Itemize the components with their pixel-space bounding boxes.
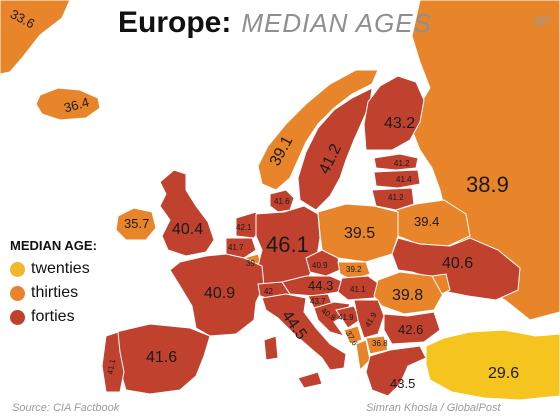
label-turkey: 29.6 [488, 365, 519, 382]
title-subtitle: MEDIAN AGES [241, 8, 432, 38]
label-uk: 40.4 [172, 221, 203, 238]
legend-swatch-forties [10, 309, 25, 325]
region-bulgaria [383, 311, 441, 345]
publisher-logo: gp [534, 10, 550, 26]
label-czechia: 40.9 [312, 261, 328, 270]
label-romania: 39.8 [392, 287, 423, 304]
region-macedonia [365, 335, 389, 355]
region-belarus [395, 199, 471, 247]
legend-label-twenties: twenties [31, 260, 90, 277]
region-serbia [353, 299, 385, 339]
label-bosnia: 41.9 [338, 313, 354, 322]
legend-item-twenties: twenties [10, 257, 97, 281]
region-iceland [35, 87, 101, 121]
author-credit: Simran Khosla / GlobalPost [366, 402, 501, 414]
label-austria: 44.3 [308, 278, 333, 293]
label-germany: 46.1 [266, 232, 309, 257]
label-finland: 43.2 [384, 115, 415, 132]
label-bulgaria: 42.6 [398, 322, 423, 337]
label-belgium: 41.7 [228, 243, 244, 252]
region-hungary [337, 275, 383, 301]
label-netherlands: 42.1 [236, 223, 252, 232]
region-france [169, 253, 265, 337]
region-greece [365, 345, 427, 397]
legend-label-forties: forties [31, 308, 75, 325]
label-portugal: 41.1 [106, 358, 118, 375]
title-main: Europe: [118, 6, 232, 39]
legend: MEDIAN AGE: twenties thirties forties [10, 238, 97, 329]
legend-title: MEDIAN AGE: [10, 238, 97, 253]
legend-label-thirties: thirties [31, 284, 79, 301]
label-slovakia: 39.2 [346, 265, 362, 274]
region-uk [159, 169, 215, 257]
legend-item-thirties: thirties [10, 281, 97, 305]
region-portugal [101, 331, 125, 393]
label-iceland: 36.4 [62, 94, 90, 115]
label-russia: 38.9 [466, 172, 509, 197]
region-finland [363, 75, 425, 151]
label-hungary: 41.1 [350, 285, 366, 294]
region-latvia [373, 169, 421, 189]
label-france: 40.9 [204, 285, 235, 302]
region-ireland [115, 207, 157, 241]
label-greece: 43.5 [390, 376, 415, 391]
region-estonia [373, 153, 419, 171]
label-albania: 36.8 [372, 339, 388, 348]
label-spain: 41.6 [146, 349, 177, 366]
label-luxembourg: 39 [246, 259, 255, 268]
label-ireland: 35.7 [124, 216, 149, 231]
legend-item-forties: forties [10, 305, 97, 329]
region-norway [257, 69, 379, 191]
label-ukraine: 40.6 [442, 255, 473, 272]
label-poland: 39.5 [344, 225, 375, 242]
region-montenegro [343, 325, 363, 345]
region-greenland [0, 0, 71, 75]
label-latvia: 41.4 [396, 175, 412, 184]
label-denmark: 41.6 [274, 197, 290, 206]
label-switzerland: 42 [264, 287, 273, 296]
region-turkey [425, 329, 560, 401]
label-belarus: 39.4 [414, 214, 439, 229]
legend-swatch-twenties [10, 261, 25, 277]
map-title: Europe: MEDIAN AGES [118, 6, 432, 40]
region-italy-islands [263, 335, 323, 389]
label-lithuania: 41.2 [388, 193, 404, 202]
label-slovenia: 43.7 [310, 297, 326, 306]
region-belgium [225, 237, 257, 259]
legend-swatch-thirties [10, 285, 25, 301]
region-romania [373, 271, 445, 315]
region-italy [261, 293, 347, 371]
source-credit: Source: CIA Factbook [12, 402, 120, 414]
label-estonia: 41.2 [394, 159, 410, 168]
region-moldova [431, 273, 451, 295]
